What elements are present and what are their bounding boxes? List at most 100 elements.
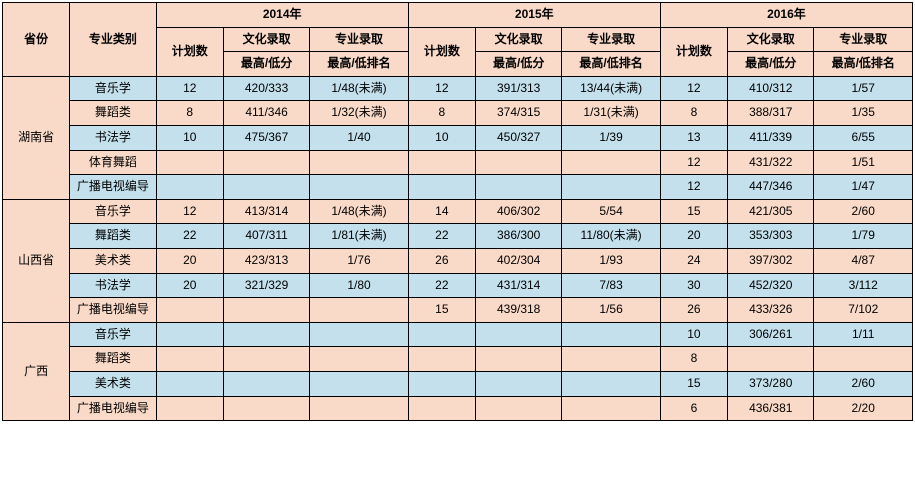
rank-cell: 1/39 [562,125,660,150]
plan-cell: 12 [156,76,223,101]
rank-cell: 6/55 [814,125,913,150]
rank-cell: 1/47 [814,175,913,200]
rank-cell [562,150,660,175]
plan-cell: 22 [156,224,223,249]
rank-cell: 1/57 [814,76,913,101]
plan-cell [408,322,475,347]
culture-cell: 411/346 [223,101,309,126]
hdr-rank: 最高/低排名 [310,52,408,77]
rank-cell: 2/60 [814,199,913,224]
hdr-score: 最高/低分 [475,52,561,77]
table-row: 湖南省音乐学12420/3331/48(未满)12391/31313/44(未满… [3,76,913,101]
culture-cell: 421/305 [728,199,814,224]
plan-cell: 15 [660,199,727,224]
hdr-culture: 文化录取 [475,27,561,52]
rank-cell [310,175,408,200]
rank-cell [562,371,660,396]
plan-cell: 12 [660,150,727,175]
hdr-culture: 文化录取 [728,27,814,52]
table-row: 舞蹈类8 [3,347,913,372]
culture-cell [223,347,309,372]
rank-cell: 1/32(未满) [310,101,408,126]
plan-cell: 20 [156,273,223,298]
rank-cell [310,322,408,347]
category-cell: 音乐学 [70,199,156,224]
hdr-major: 专业录取 [562,27,660,52]
plan-cell [156,175,223,200]
category-cell: 舞蹈类 [70,224,156,249]
plan-cell [156,371,223,396]
plan-cell: 6 [660,396,727,421]
culture-cell: 423/313 [223,248,309,273]
province-cell: 湖南省 [3,76,70,199]
hdr-year-2015: 2015年 [408,3,660,28]
admission-table: 省份 专业类别 2014年 2015年 2016年 计划数 文化录取 专业录取 … [2,2,913,421]
plan-cell: 8 [660,101,727,126]
hdr-year-2016: 2016年 [660,3,912,28]
plan-cell: 30 [660,273,727,298]
culture-cell: 406/302 [475,199,561,224]
culture-cell: 373/280 [728,371,814,396]
table-row: 舞蹈类8411/3461/32(未满)8374/3151/31(未满)8388/… [3,101,913,126]
hdr-major: 专业录取 [814,27,913,52]
rank-cell: 1/31(未满) [562,101,660,126]
table-row: 体育舞蹈12431/3221/51 [3,150,913,175]
culture-cell [475,175,561,200]
category-cell: 音乐学 [70,322,156,347]
rank-cell: 5/54 [562,199,660,224]
table-row: 广播电视编导15439/3181/5626433/3267/102 [3,298,913,323]
category-cell: 广播电视编导 [70,396,156,421]
rank-cell: 13/44(未满) [562,76,660,101]
table-row: 美术类15373/2802/60 [3,371,913,396]
plan-cell [156,322,223,347]
plan-cell: 13 [660,125,727,150]
rank-cell [310,347,408,372]
culture-cell: 420/333 [223,76,309,101]
rank-cell [562,347,660,372]
plan-cell: 12 [408,76,475,101]
culture-cell [475,396,561,421]
culture-cell [475,347,561,372]
plan-cell: 24 [660,248,727,273]
hdr-plan: 计划数 [156,27,223,76]
rank-cell: 1/56 [562,298,660,323]
plan-cell: 15 [660,371,727,396]
plan-cell: 10 [408,125,475,150]
category-cell: 书法学 [70,273,156,298]
plan-cell [408,396,475,421]
rank-cell [562,322,660,347]
rank-cell [562,175,660,200]
table-row: 广播电视编导6436/3812/20 [3,396,913,421]
rank-cell: 7/102 [814,298,913,323]
culture-cell [223,396,309,421]
plan-cell: 26 [408,248,475,273]
province-cell: 广西 [3,322,70,420]
plan-cell: 12 [660,76,727,101]
category-cell: 美术类 [70,248,156,273]
culture-cell: 452/320 [728,273,814,298]
culture-cell [475,371,561,396]
culture-cell: 397/302 [728,248,814,273]
culture-cell: 411/339 [728,125,814,150]
culture-cell: 439/318 [475,298,561,323]
rank-cell: 2/20 [814,396,913,421]
category-cell: 广播电视编导 [70,175,156,200]
table-row: 美术类20423/3131/7626402/3041/9324397/3024/… [3,248,913,273]
plan-cell: 20 [660,224,727,249]
rank-cell: 1/80 [310,273,408,298]
culture-cell: 475/367 [223,125,309,150]
rank-cell [814,347,913,372]
rank-cell: 11/80(未满) [562,224,660,249]
rank-cell: 1/76 [310,248,408,273]
plan-cell [408,347,475,372]
culture-cell [475,150,561,175]
rank-cell [310,396,408,421]
culture-cell [223,150,309,175]
table-header: 省份 专业类别 2014年 2015年 2016年 计划数 文化录取 专业录取 … [3,3,913,77]
culture-cell: 353/303 [728,224,814,249]
culture-cell: 374/315 [475,101,561,126]
plan-cell: 20 [156,248,223,273]
culture-cell: 447/346 [728,175,814,200]
plan-cell: 22 [408,224,475,249]
rank-cell [310,371,408,396]
